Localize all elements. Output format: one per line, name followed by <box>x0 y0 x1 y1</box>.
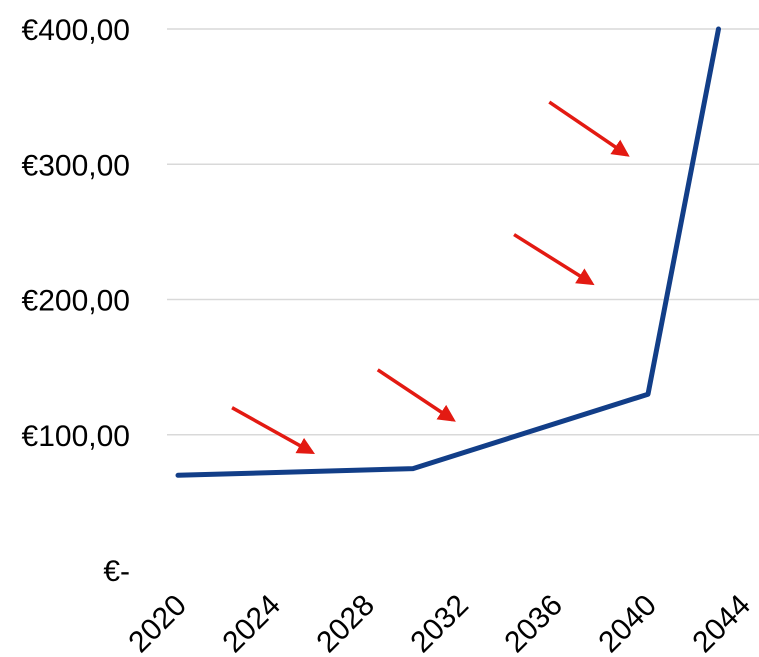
x-tick-label: 2020 <box>122 589 193 657</box>
annotation-arrows <box>231 100 630 455</box>
y-tick-label: €100,00 <box>22 420 130 453</box>
series-line-0 <box>175 26 721 478</box>
annotation-arrow <box>513 233 595 286</box>
x-tick-label: 2028 <box>310 589 381 657</box>
y-axis-tick-labels: €- €100,00 €200,00 €300,00 €400,00 <box>22 14 130 588</box>
y-tick-label: €400,00 <box>22 14 130 47</box>
y-tick-label: €- <box>103 555 130 588</box>
annotation-arrow <box>231 406 316 455</box>
x-tick-label: 2044 <box>686 589 757 657</box>
x-tick-label: 2040 <box>592 589 663 657</box>
x-axis-tick-labels: 2020 2024 2028 2032 2036 2040 2044 <box>122 589 757 657</box>
x-tick-label: 2024 <box>216 589 287 657</box>
x-tick-label: 2036 <box>498 589 569 657</box>
annotation-arrow <box>548 100 630 157</box>
x-tick-label: 2032 <box>404 589 475 657</box>
annotation-arrow <box>376 368 456 422</box>
y-tick-label: €200,00 <box>22 285 130 318</box>
y-tick-label: €300,00 <box>22 149 130 182</box>
gridlines <box>167 28 759 436</box>
series-layer <box>175 26 721 478</box>
